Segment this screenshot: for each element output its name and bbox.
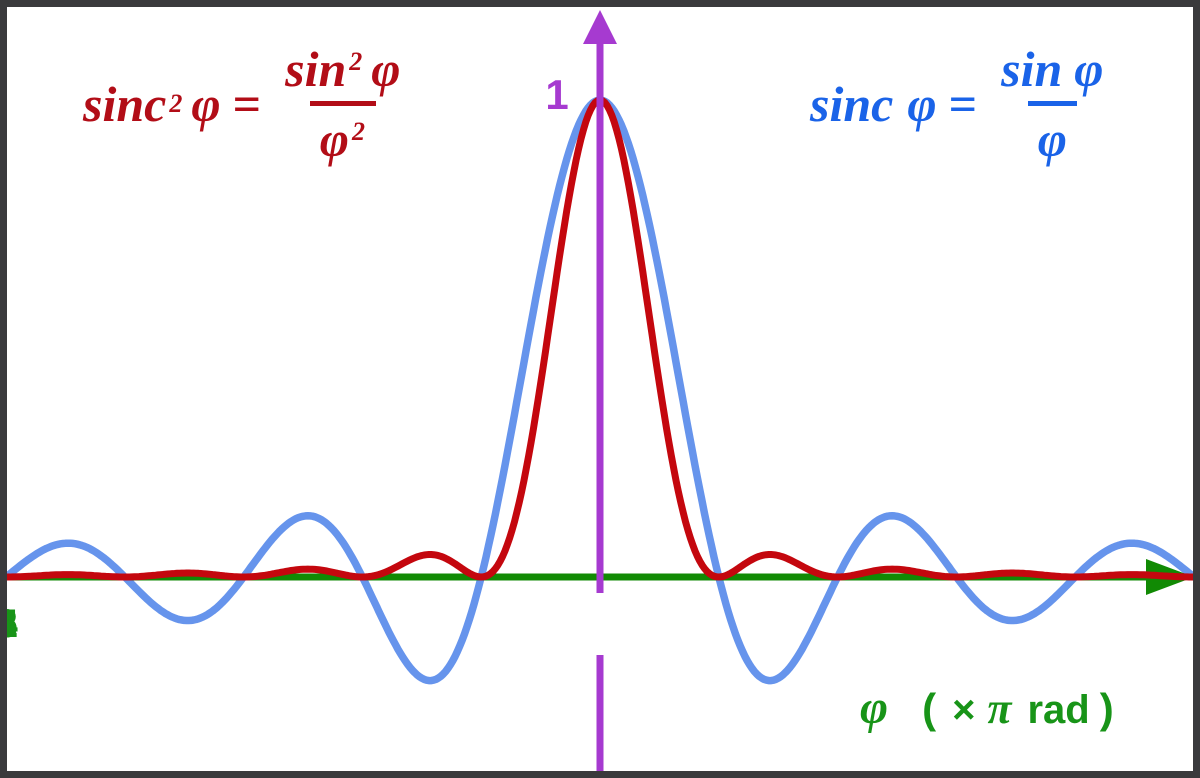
y-axis-arrowhead-icon — [583, 10, 617, 44]
x-axis-label: φ ( × π rad ) — [860, 684, 1114, 732]
denominator-base: φ — [1037, 111, 1067, 167]
open-paren: ( — [922, 685, 937, 732]
x-tick-label-1: 1 — [7, 604, 11, 644]
formula-lhs-arg: φ — [191, 76, 221, 132]
fraction: sin φ φ — [991, 44, 1113, 164]
numerator-exponent: 2 — [349, 46, 363, 76]
numerator-arg: φ — [371, 41, 401, 97]
fraction-numerator: sin 2 φ — [275, 44, 410, 101]
x-tick-label-4: 4 — [7, 604, 11, 644]
phi-symbol: φ — [860, 681, 889, 734]
x-tick-label-5: 5 — [7, 604, 11, 644]
denominator-base: φ — [319, 111, 349, 167]
sinc-formula: sinc φ = sin φ φ — [810, 44, 1114, 164]
equals-sign: = — [232, 76, 262, 132]
x-tick-label--5: -5 — [7, 604, 18, 644]
x-tick-label--4: -4 — [7, 604, 18, 644]
multiply-icon: × — [952, 688, 976, 732]
close-paren: ) — [1099, 685, 1114, 732]
y-peak-value-label: 1 — [545, 71, 569, 118]
fraction-numerator: sin φ — [991, 44, 1113, 101]
numerator-base: sin — [285, 41, 347, 97]
y-axis — [583, 10, 617, 771]
x-tick-label--1: -1 — [7, 604, 18, 644]
formula-lhs: sinc — [810, 76, 894, 132]
x-tick-label-0: 0 — [7, 604, 11, 644]
formula-lhs-arg: φ — [907, 76, 937, 132]
radians-unit: rad — [1027, 688, 1090, 732]
fraction-denominator: φ — [1027, 101, 1077, 167]
formula-lhs: sinc — [83, 76, 167, 132]
numerator-arg: φ — [1074, 41, 1104, 97]
numerator-base: sin — [1001, 41, 1063, 97]
x-tick-label--2: -2 — [7, 604, 18, 644]
pi-symbol: π — [987, 684, 1012, 733]
x-tick-label-2: 2 — [7, 604, 11, 644]
equals-sign: = — [948, 76, 978, 132]
denominator-exponent: 2 — [351, 116, 365, 146]
x-tick-label--3: -3 — [7, 604, 18, 644]
x-tick-label-3: 3 — [7, 604, 11, 644]
